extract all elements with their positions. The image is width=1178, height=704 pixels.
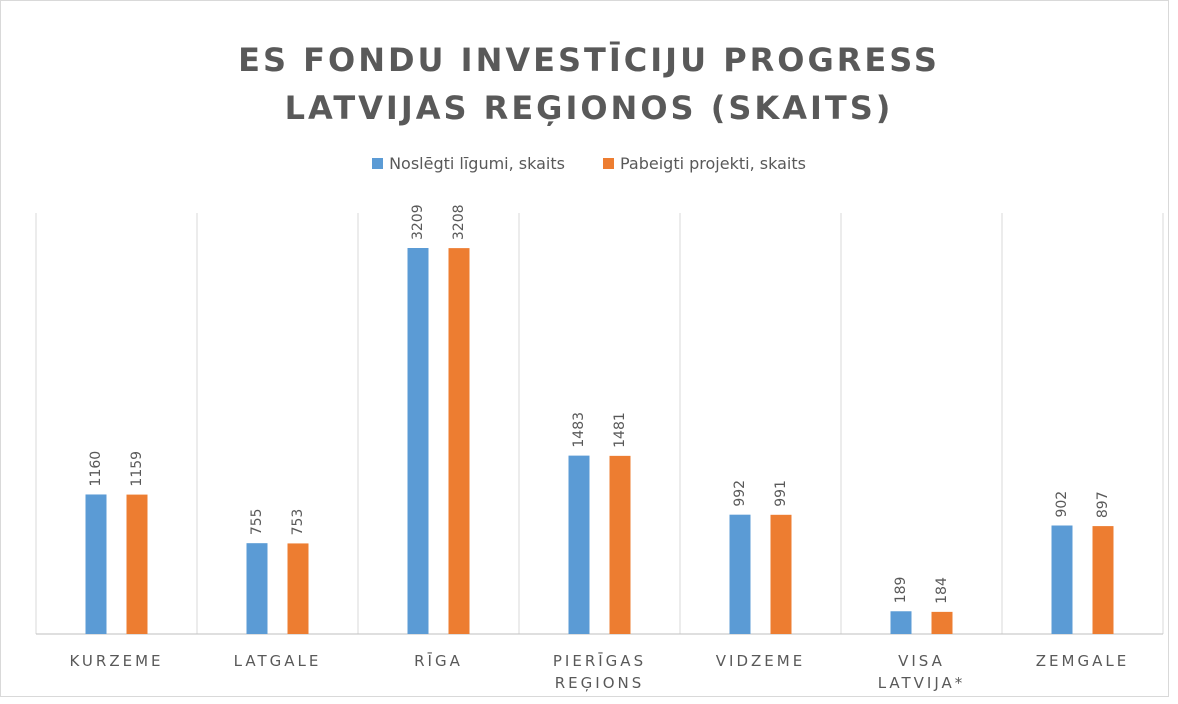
legend: Noslēgti līgumi, skaits Pabeigti projekti… — [0, 154, 1178, 173]
bar — [126, 494, 148, 634]
bar — [85, 494, 107, 634]
bar — [890, 611, 912, 634]
x-tick-label: PIERĪGAS REĢIONS — [552, 652, 647, 692]
legend-swatch — [372, 158, 384, 169]
value-label: 1159 — [129, 451, 145, 487]
bar — [568, 455, 590, 634]
value-label: 189 — [893, 577, 909, 604]
value-label: 1483 — [571, 412, 587, 448]
bar — [407, 248, 429, 634]
bar — [770, 514, 792, 634]
x-tick-label: RĪGA — [414, 652, 463, 670]
bar — [287, 543, 309, 634]
legend-label: Pabeigti projekti, skaits — [619, 154, 806, 173]
value-label: 3208 — [451, 204, 467, 240]
bar — [448, 248, 470, 635]
bar — [1051, 525, 1073, 634]
value-label: 992 — [732, 480, 748, 507]
bar — [729, 514, 751, 634]
value-label: 3209 — [410, 204, 426, 240]
value-label: 902 — [1054, 491, 1070, 518]
legend-item: Noslēgti līgumi, skaits — [372, 154, 565, 173]
value-label: 897 — [1095, 491, 1111, 518]
legend-item: Pabeigti projekti, skaits — [602, 154, 806, 173]
x-tick-label: VISA LATVIJA* — [877, 652, 966, 692]
value-label: 755 — [249, 508, 265, 535]
bar — [1092, 526, 1114, 634]
bar — [609, 455, 631, 634]
x-tick-label: ZEMGALE — [1035, 652, 1130, 670]
x-tick-label: KURZEME — [69, 652, 164, 670]
x-tick-label: LATGALE — [233, 652, 322, 670]
chart-title: ES FONDU INVESTĪCIJU PROGRESS LATVIJAS R… — [238, 41, 940, 127]
bar — [246, 543, 268, 634]
x-tick-label: VIDZEME — [715, 652, 806, 670]
value-label: 1160 — [88, 451, 104, 487]
legend-label: Noslēgti līgumi, skaits — [389, 154, 565, 173]
legend-swatch — [602, 158, 614, 169]
value-label: 184 — [934, 577, 950, 604]
value-label: 991 — [773, 480, 789, 507]
bar — [931, 611, 953, 634]
value-label: 1481 — [612, 412, 628, 448]
value-label: 753 — [290, 509, 306, 536]
